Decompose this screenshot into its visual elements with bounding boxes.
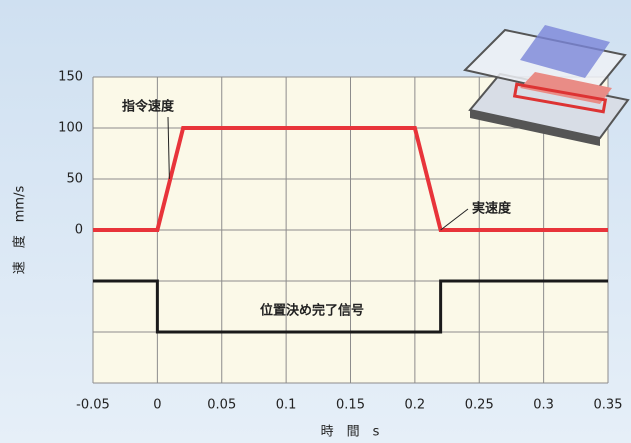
- series-label: 位置決め完了信号: [260, 303, 364, 319]
- x-tick-label: 0.05: [207, 398, 236, 413]
- x-tick-label: 0.35: [594, 398, 623, 413]
- x-tick-label: 0.15: [336, 398, 365, 413]
- series-line: [93, 279, 608, 334]
- x-tick-label: -0.05: [76, 398, 110, 413]
- device-illustration: [463, 25, 630, 146]
- y-tick-label: 0: [75, 223, 83, 238]
- y-tick-label: 50: [66, 172, 83, 187]
- leader-line: [440, 208, 469, 231]
- y-tick-label: 150: [58, 70, 83, 85]
- x-tick-label: 0.3: [533, 398, 554, 413]
- x-tick-label: 0.1: [276, 398, 297, 413]
- y-tick-label: 100: [58, 121, 83, 136]
- annotation: 実速度: [472, 201, 512, 217]
- y-axis-label: 速 度 mm/s: [12, 186, 28, 275]
- leader-line: [167, 116, 170, 180]
- x-tick-label: 0: [153, 398, 161, 413]
- series-line: [93, 126, 608, 232]
- x-axis-label: 時 間 s: [321, 425, 380, 440]
- x-tick-label: 0.25: [465, 398, 494, 413]
- x-tick-label: 0.2: [405, 398, 426, 413]
- series-label: 指令速度: [122, 99, 175, 115]
